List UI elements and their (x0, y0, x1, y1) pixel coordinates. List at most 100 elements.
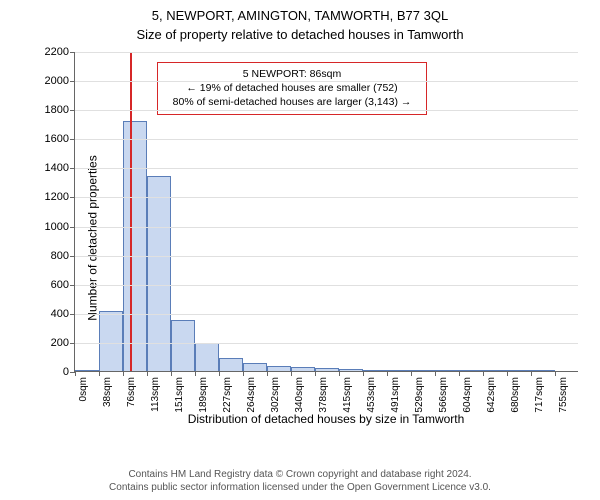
x-axis-label: Distribution of detached houses by size … (74, 412, 578, 426)
x-tick-label: 642sqm (486, 377, 497, 413)
y-tick-label: 1000 (45, 221, 69, 233)
plot-area: 5 NEWPORT: 86sqm ← 19% of detached house… (74, 52, 578, 372)
x-tick-label: 453sqm (366, 377, 377, 413)
annotation-line3: 80% of semi-detached houses are larger (… (166, 95, 418, 109)
y-tick-label: 800 (51, 250, 69, 262)
x-tick (507, 371, 508, 376)
x-tick (339, 371, 340, 376)
histogram-bar (195, 343, 219, 371)
y-tick (70, 314, 75, 315)
x-tick (267, 371, 268, 376)
histogram-bar (123, 121, 147, 371)
x-tick (459, 371, 460, 376)
x-tick (219, 371, 220, 376)
x-tick-label: 755sqm (558, 377, 569, 413)
x-tick (555, 371, 556, 376)
x-tick-label: 680sqm (510, 377, 521, 413)
gridline (75, 343, 578, 344)
page-subtitle: Size of property relative to detached ho… (0, 23, 600, 42)
gridline (75, 110, 578, 111)
x-tick (315, 371, 316, 376)
x-tick (195, 371, 196, 376)
y-tick-label: 400 (51, 308, 69, 320)
x-tick (531, 371, 532, 376)
histogram-bar (507, 370, 531, 371)
x-tick (99, 371, 100, 376)
y-tick-label: 600 (51, 279, 69, 291)
histogram-bar (99, 311, 123, 371)
x-tick (243, 371, 244, 376)
histogram-bar (363, 370, 387, 371)
y-tick (70, 197, 75, 198)
x-tick-label: 529sqm (414, 377, 425, 413)
y-tick-label: 200 (51, 337, 69, 349)
y-tick (70, 81, 75, 82)
page-title: 5, NEWPORT, AMINGTON, TAMWORTH, B77 3QL (0, 0, 600, 23)
histogram-bar (339, 369, 363, 371)
x-tick (435, 371, 436, 376)
x-tick (411, 371, 412, 376)
x-tick-label: 113sqm (150, 377, 161, 412)
footer-line1: Contains HM Land Registry data © Crown c… (0, 468, 600, 481)
gridline (75, 197, 578, 198)
x-tick-label: 604sqm (462, 377, 473, 413)
histogram-bar (483, 370, 507, 371)
gridline (75, 81, 578, 82)
x-tick-label: 340sqm (294, 377, 305, 413)
footer: Contains HM Land Registry data © Crown c… (0, 468, 600, 494)
x-tick (75, 371, 76, 376)
x-tick-label: 38sqm (102, 377, 113, 407)
histogram-bar (219, 358, 243, 371)
x-tick (123, 371, 124, 376)
x-tick (483, 371, 484, 376)
x-tick-label: 264sqm (246, 377, 257, 413)
gridline (75, 285, 578, 286)
y-tick (70, 110, 75, 111)
histogram-bar (411, 370, 435, 371)
x-tick (291, 371, 292, 376)
x-tick-label: 151sqm (174, 377, 185, 413)
y-tick (70, 285, 75, 286)
y-tick-label: 2000 (45, 75, 69, 87)
x-tick-label: 491sqm (390, 377, 401, 413)
x-tick (363, 371, 364, 376)
histogram-bar (243, 363, 267, 371)
x-tick-label: 0sqm (78, 377, 89, 401)
histogram-bar (435, 370, 459, 371)
y-tick (70, 52, 75, 53)
x-tick-label: 717sqm (534, 377, 545, 413)
gridline (75, 52, 578, 53)
y-tick-label: 0 (63, 366, 69, 378)
y-tick (70, 256, 75, 257)
x-tick (171, 371, 172, 376)
marker-line (130, 52, 132, 371)
footer-line2: Contains public sector information licen… (0, 481, 600, 494)
y-tick (70, 343, 75, 344)
histogram-bar (459, 370, 483, 371)
annotation-line1: 5 NEWPORT: 86sqm (166, 67, 418, 81)
gridline (75, 139, 578, 140)
annotation-line2: ← 19% of detached houses are smaller (75… (166, 81, 418, 95)
y-tick-label: 1800 (45, 104, 69, 116)
y-tick (70, 168, 75, 169)
y-tick-label: 1200 (45, 191, 69, 203)
gridline (75, 227, 578, 228)
histogram-bar (75, 370, 99, 371)
y-tick-label: 1400 (45, 162, 69, 174)
y-tick (70, 139, 75, 140)
y-tick-label: 1600 (45, 133, 69, 145)
histogram-bar (291, 367, 315, 371)
x-tick (147, 371, 148, 376)
y-tick-label: 2200 (45, 46, 69, 58)
histogram-bar (171, 320, 195, 371)
gridline (75, 256, 578, 257)
x-tick-label: 378sqm (318, 377, 329, 413)
x-tick-label: 76sqm (126, 377, 137, 407)
x-tick (387, 371, 388, 376)
annotation-box: 5 NEWPORT: 86sqm ← 19% of detached house… (157, 62, 427, 115)
x-tick-label: 227sqm (222, 377, 233, 413)
x-tick-label: 566sqm (438, 377, 449, 413)
x-tick-label: 189sqm (198, 377, 209, 413)
histogram-bar (531, 370, 555, 371)
gridline (75, 314, 578, 315)
